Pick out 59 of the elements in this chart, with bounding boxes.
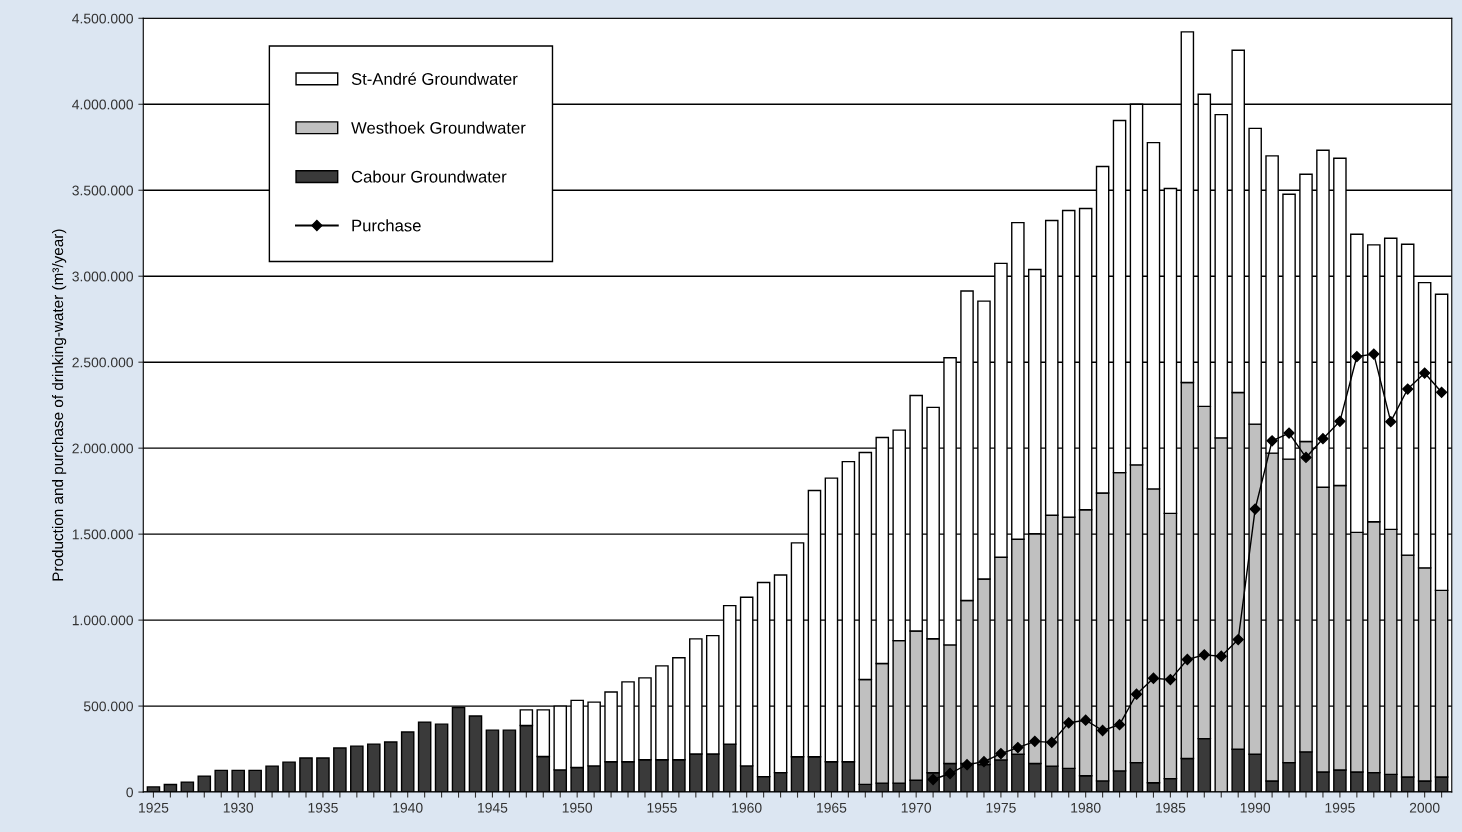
y-tick-label: 2.500.000: [72, 357, 134, 368]
x-tick-label: 1985: [1156, 802, 1186, 813]
x-tick-label: 1980: [1071, 802, 1101, 813]
y-tick-label: 4.000.000: [72, 99, 134, 110]
y-tick-label: 2.000.000: [72, 443, 134, 454]
point: [1181, 653, 1193, 666]
x-tick-label: 1930: [223, 802, 254, 813]
point: [1113, 719, 1126, 731]
point: [1249, 503, 1261, 515]
point: [1147, 672, 1160, 684]
point: [961, 759, 973, 771]
point: [1232, 633, 1244, 646]
y-tick-label: 1.000.000: [72, 615, 134, 626]
point: [1385, 416, 1397, 428]
point: [978, 756, 990, 768]
x-tick-label: 1965: [817, 802, 847, 813]
point: [1435, 386, 1448, 398]
point: [1419, 367, 1431, 379]
point: [1368, 348, 1380, 360]
x-tick-label: 1925: [139, 802, 169, 813]
point: [1266, 435, 1278, 447]
x-tick-label: 1975: [986, 802, 1016, 813]
x-tick-label: 1995: [1325, 802, 1355, 813]
point: [1317, 433, 1329, 445]
x-tick-label: 1960: [732, 802, 762, 813]
point: [1198, 649, 1210, 661]
point: [1402, 383, 1414, 395]
point: [1080, 714, 1092, 726]
point: [1215, 650, 1227, 662]
point: [1334, 415, 1346, 427]
legend-label: Westhoek Groundwater: [351, 121, 526, 134]
x-tick-label: 1970: [901, 802, 932, 813]
legend-label: St-André Groundwater: [351, 72, 518, 85]
x-tick-label: 1950: [562, 802, 593, 813]
y-axis-title: Production and purchase of drinking-water (m³/year): [51, 229, 67, 581]
point: [995, 747, 1007, 760]
x-tick-label: 1955: [647, 802, 677, 813]
point: [1130, 688, 1143, 700]
y-tick-label: 3.000.000: [72, 271, 134, 282]
point: [1164, 674, 1177, 686]
point: [1097, 724, 1109, 737]
point: [1351, 350, 1363, 363]
point: [1063, 717, 1075, 729]
x-tick-label: 1945: [478, 802, 508, 813]
x-tick-label: 1935: [308, 802, 338, 813]
point: [1300, 451, 1312, 464]
legend-label: Purchase: [352, 219, 421, 232]
point: [1029, 735, 1041, 747]
x-tick-label: 2000: [1409, 802, 1440, 813]
legend-label: Cabour Groundwater: [351, 170, 507, 183]
x-tick-label: 1990: [1240, 802, 1271, 813]
x-tick-label: 1940: [393, 802, 423, 813]
y-tick-label: 0: [126, 787, 134, 798]
y-tick-label: 3.500.000: [72, 185, 134, 196]
y-tick-label: 500.000: [83, 701, 134, 712]
y-tick-label: 4.500.000: [72, 13, 134, 24]
point: [1046, 736, 1058, 748]
y-tick-label: 1.500.000: [72, 529, 134, 540]
point: [1012, 741, 1024, 754]
